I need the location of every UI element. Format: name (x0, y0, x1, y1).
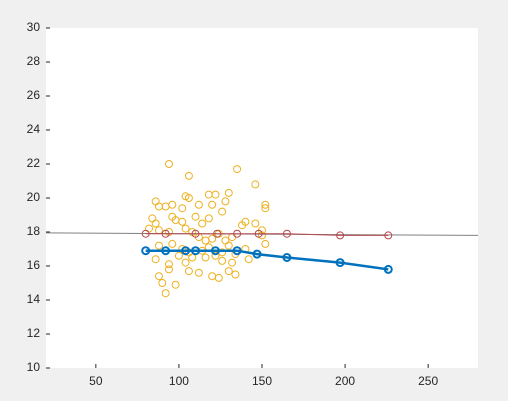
marker (224, 241, 233, 250)
marker (204, 214, 213, 223)
marker (210, 246, 220, 256)
marker (161, 246, 171, 256)
marker (261, 200, 270, 209)
marker (218, 256, 227, 265)
marker (174, 251, 183, 260)
y-tick-label: 30 (27, 20, 41, 34)
marker (168, 200, 177, 209)
marker (164, 265, 173, 274)
marker (232, 246, 242, 256)
marker (178, 217, 187, 226)
marker (233, 229, 242, 238)
marker (154, 272, 163, 281)
y-tick-label: 16 (27, 258, 41, 272)
marker (254, 229, 263, 238)
x-tick-label: 100 (169, 374, 189, 388)
x-tick-label: 200 (335, 374, 355, 388)
marker (201, 253, 210, 262)
marker (384, 231, 393, 240)
y-tick-label: 12 (27, 326, 41, 340)
marker (335, 258, 345, 268)
marker (191, 229, 200, 238)
marker (282, 229, 291, 238)
marker (261, 239, 270, 248)
y-tick-label: 14 (27, 292, 41, 306)
marker (282, 253, 292, 262)
marker (188, 253, 197, 262)
marker (214, 273, 223, 282)
marker (211, 190, 220, 199)
marker (164, 260, 173, 269)
series-line (145, 233, 389, 236)
marker (218, 207, 227, 216)
marker (211, 251, 220, 260)
marker (231, 270, 240, 279)
marker (161, 229, 170, 238)
marker (181, 246, 191, 256)
series-line (145, 249, 389, 271)
y-tick-label: 10 (27, 360, 41, 374)
marker (161, 289, 170, 298)
marker (251, 219, 260, 228)
y-tick-label: 24 (27, 122, 41, 136)
marker (194, 200, 203, 209)
marker (158, 279, 167, 287)
marker (208, 200, 217, 209)
plot-area (46, 28, 478, 368)
marker (224, 188, 233, 197)
marker (221, 197, 230, 206)
marker (191, 246, 201, 256)
marker (184, 267, 193, 276)
marker (141, 246, 151, 256)
marker (181, 224, 190, 233)
marker (178, 204, 187, 213)
marker (151, 219, 160, 228)
marker (198, 219, 207, 228)
y-tick-label: 18 (27, 224, 41, 238)
x-tick-label: 50 (89, 374, 103, 388)
marker (184, 171, 193, 180)
x-tick-label: 250 (418, 374, 438, 388)
marker (261, 204, 270, 213)
marker (228, 258, 237, 267)
marker (154, 241, 163, 250)
marker (383, 264, 393, 274)
marker (252, 249, 262, 259)
marker (213, 229, 222, 238)
marker (224, 267, 233, 276)
marker (336, 231, 345, 240)
marker (141, 229, 150, 238)
marker (244, 255, 253, 264)
y-tick-label: 20 (27, 190, 41, 204)
y-tick-label: 22 (27, 156, 41, 170)
marker (251, 180, 260, 189)
y-tick-label: 28 (27, 54, 41, 68)
y-tick-label: 26 (27, 88, 41, 102)
marker (191, 212, 200, 221)
marker (208, 234, 217, 243)
marker (151, 255, 160, 264)
marker (164, 160, 173, 168)
marker (241, 217, 250, 226)
marker (233, 165, 242, 174)
marker (194, 268, 203, 277)
x-tick-label: 150 (252, 374, 272, 388)
marker (171, 280, 180, 289)
marker (184, 194, 193, 202)
marker (181, 258, 190, 267)
marker (168, 239, 177, 248)
